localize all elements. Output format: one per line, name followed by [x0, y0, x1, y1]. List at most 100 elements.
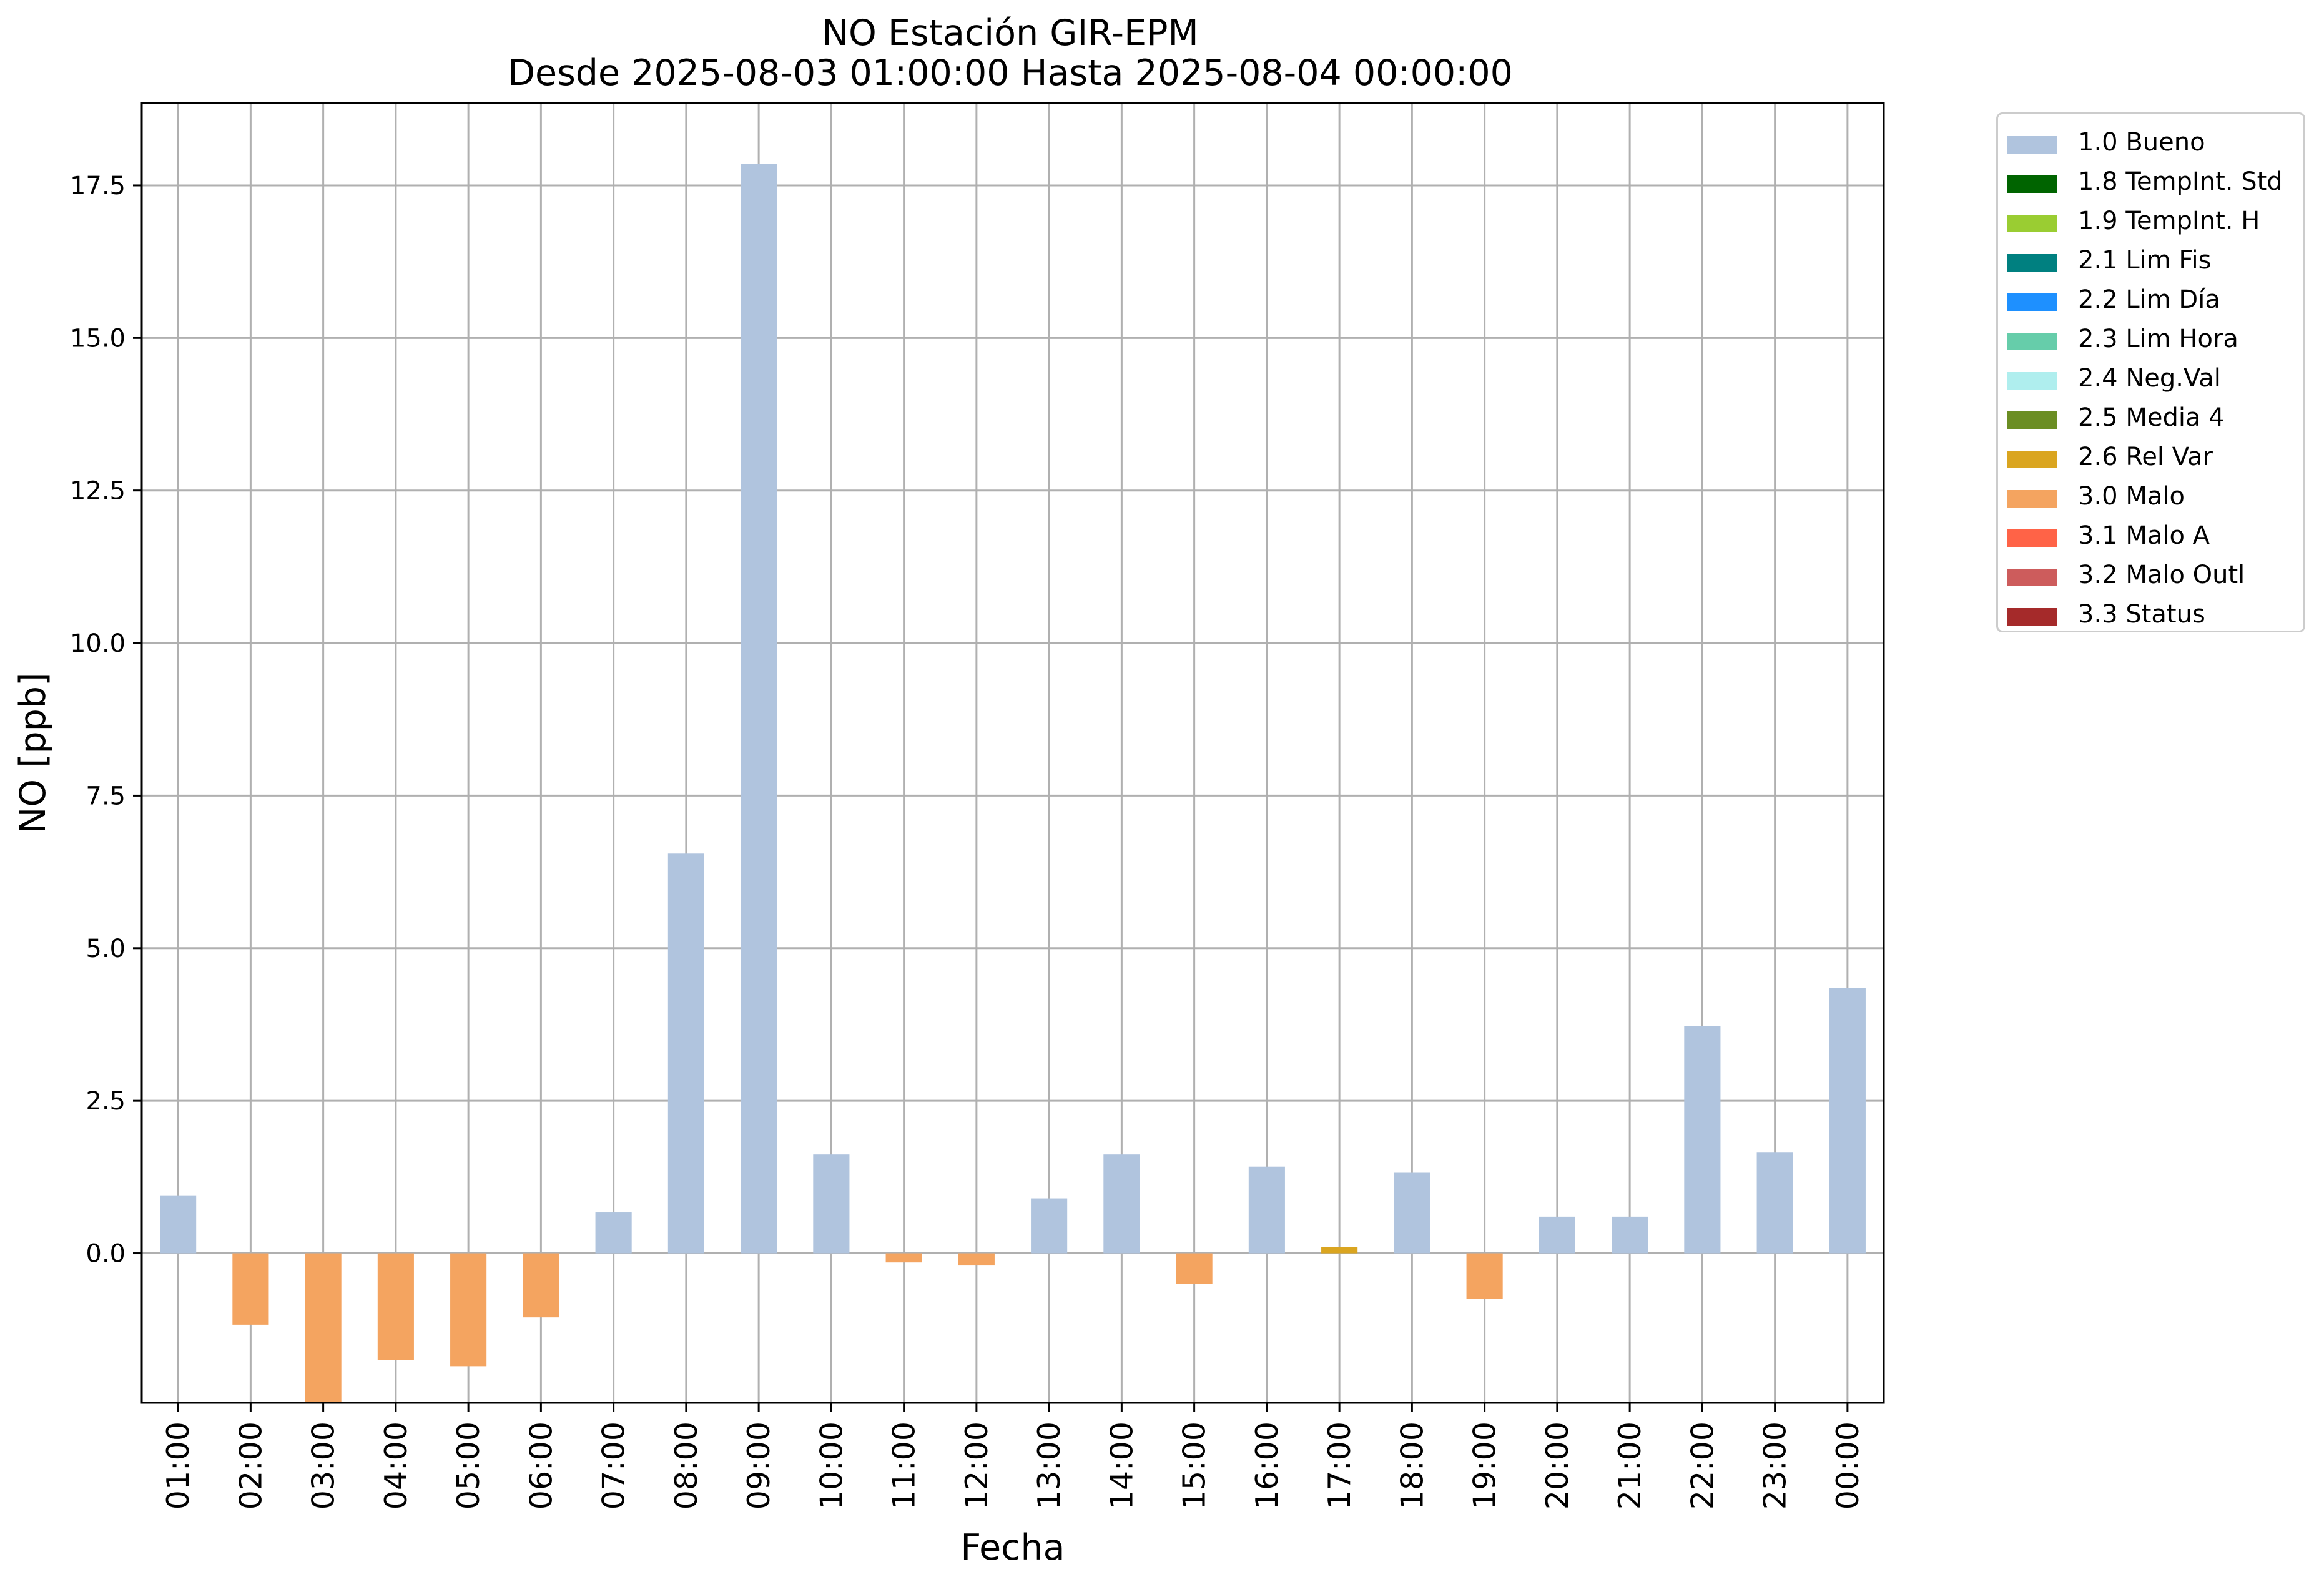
- bar: [1756, 1152, 1793, 1254]
- legend-label: 1.0 Bueno: [2078, 128, 2205, 157]
- bar: [1248, 1166, 1285, 1254]
- legend-swatch: [2007, 411, 2057, 429]
- x-tick-label: 16:00: [1249, 1422, 1285, 1510]
- legend-swatch: [2007, 608, 2057, 626]
- bar: [667, 853, 704, 1254]
- grid-lines: [142, 103, 1884, 1403]
- legend-label: 2.4 Neg.Val: [2078, 364, 2221, 393]
- bar: [1321, 1247, 1358, 1254]
- legend-label: 3.0 Malo: [2078, 482, 2185, 511]
- bar: [1684, 1026, 1721, 1254]
- legend-item: 3.1 Malo A: [1998, 516, 2303, 556]
- legend-item: 2.4 Neg.Val: [1998, 359, 2303, 398]
- bars: [160, 164, 1866, 1403]
- bar: [1829, 988, 1866, 1254]
- legend-item: 1.0 Bueno: [1998, 123, 2303, 162]
- y-axis-label: NO [ppb]: [12, 672, 54, 834]
- x-tick-label: 09:00: [741, 1422, 777, 1510]
- legend-label: 2.1 Lim Fis: [2078, 246, 2212, 275]
- x-tick-label: 14:00: [1104, 1422, 1140, 1510]
- x-tick-label: 01:00: [160, 1422, 196, 1510]
- x-tick-label: 13:00: [1032, 1422, 1067, 1510]
- bar: [958, 1253, 995, 1266]
- x-tick-label: 05:00: [451, 1422, 486, 1510]
- x-tick-label: 19:00: [1467, 1422, 1503, 1510]
- x-axis-label: Fecha: [960, 1527, 1065, 1568]
- bar: [1612, 1216, 1648, 1254]
- x-tick-label: 20:00: [1540, 1422, 1575, 1510]
- legend: 1.0 Bueno 1.8 TempInt. Std 1.9 TempInt. H 2…: [1996, 112, 2305, 632]
- x-tick-label: 07:00: [596, 1422, 632, 1510]
- legend-label: 3.1 Malo A: [2078, 521, 2210, 550]
- bar: [523, 1253, 559, 1318]
- bar: [1176, 1253, 1213, 1284]
- legend-swatch: [2007, 293, 2057, 311]
- legend-item: 2.1 Lim Fis: [1998, 241, 2303, 280]
- x-tick-label: 00:00: [1830, 1422, 1866, 1510]
- y-tick-label: 7.5: [86, 782, 126, 810]
- x-tick-label: 08:00: [669, 1422, 704, 1510]
- legend-swatch: [2007, 451, 2057, 468]
- y-tick-label: 15.0: [70, 324, 126, 353]
- bar: [1031, 1198, 1068, 1254]
- x-tick-label: 02:00: [233, 1422, 268, 1510]
- bar: [160, 1195, 197, 1254]
- x-tick-label: 12:00: [959, 1422, 995, 1510]
- bar: [595, 1212, 632, 1254]
- x-tick-label: 11:00: [887, 1422, 922, 1510]
- x-axis: 01:00 02:00 03:00 04:00 05:00 06:00 07:00 08:00…: [160, 1403, 1866, 1510]
- x-tick-label: 06:00: [523, 1422, 559, 1510]
- legend-label: 3.2 Malo Outl: [2078, 561, 2245, 589]
- legend-item: 2.2 Lim Día: [1998, 280, 2303, 320]
- chart-title: NO Estación GIR-EPM: [822, 12, 1199, 54]
- legend-item: 3.2 Malo Outl: [1998, 556, 2303, 595]
- bar: [450, 1253, 487, 1367]
- x-tick-label: 15:00: [1177, 1422, 1213, 1510]
- x-tick-label: 17:00: [1322, 1422, 1357, 1510]
- legend-swatch: [2007, 215, 2057, 232]
- legend-swatch: [2007, 175, 2057, 193]
- legend-swatch: [2007, 529, 2057, 547]
- bar: [741, 164, 777, 1254]
- legend-swatch: [2007, 372, 2057, 390]
- x-tick-label: 03:00: [306, 1422, 342, 1510]
- legend-label: 2.5 Media 4: [2078, 403, 2225, 432]
- bar: [1539, 1216, 1575, 1254]
- x-tick-label: 21:00: [1612, 1422, 1648, 1510]
- legend-item: 3.0 Malo: [1998, 477, 2303, 516]
- y-tick-label: 2.5: [86, 1087, 126, 1116]
- bar: [305, 1253, 342, 1403]
- bar: [885, 1253, 922, 1263]
- legend-label: 3.3 Status: [2078, 600, 2205, 629]
- x-tick-label: 10:00: [814, 1422, 849, 1510]
- legend-label: 2.3 Lim Hora: [2078, 325, 2238, 353]
- bar: [813, 1154, 850, 1254]
- legend-label: 2.6 Rel Var: [2078, 443, 2213, 471]
- legend-item: 2.3 Lim Hora: [1998, 320, 2303, 359]
- y-tick-label: 12.5: [70, 477, 126, 506]
- legend-label: 2.2 Lim Día: [2078, 285, 2220, 314]
- legend-label: 1.9 TempInt. H: [2078, 207, 2260, 235]
- bar-chart: 0.02.55.07.510.012.515.017.5 01:00 02:00 0…: [12, 102, 1885, 1568]
- legend-item: 1.9 TempInt. H: [1998, 202, 2303, 241]
- legend-item: 1.8 TempInt. Std: [1998, 162, 2303, 202]
- x-tick-label: 23:00: [1758, 1422, 1793, 1510]
- bar: [1394, 1172, 1430, 1254]
- legend-swatch: [2007, 569, 2057, 586]
- legend-swatch: [2007, 333, 2057, 350]
- bar: [1466, 1253, 1503, 1299]
- legend-item: 3.3 Status: [1998, 595, 2303, 634]
- x-tick-label: 04:00: [378, 1422, 414, 1510]
- legend-swatch: [2007, 136, 2057, 154]
- y-tick-label: 10.0: [70, 629, 126, 658]
- legend-item: 2.6 Rel Var: [1998, 438, 2303, 477]
- chart-subtitle: Desde 2025-08-03 01:00:00 Hasta 2025-08-…: [508, 52, 1513, 94]
- plot-frame: [140, 102, 1885, 1404]
- legend-swatch: [2007, 254, 2057, 272]
- bar: [232, 1253, 269, 1325]
- bar: [1103, 1154, 1140, 1254]
- y-tick-label: 5.0: [86, 935, 126, 963]
- legend-swatch: [2007, 490, 2057, 508]
- x-tick-label: 22:00: [1685, 1422, 1720, 1510]
- legend-label: 1.8 TempInt. Std: [2078, 167, 2283, 196]
